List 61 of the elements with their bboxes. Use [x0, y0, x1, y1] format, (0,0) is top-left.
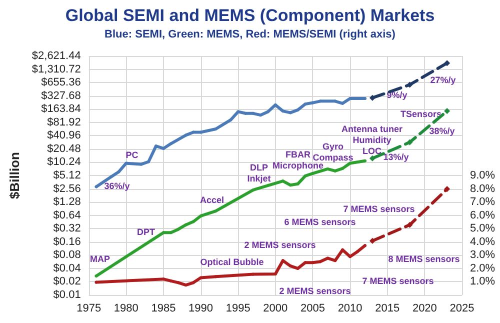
annotation: 27%/y — [430, 75, 456, 85]
annotation: MAP — [90, 254, 110, 264]
x-tick-label: 1980 — [114, 302, 138, 314]
y2-tick-label: 6.0% — [470, 209, 496, 222]
y2-tick-label: 9.0% — [470, 170, 496, 182]
y-tick-label: $0.08 — [53, 249, 81, 262]
chart-title: Global SEMI and MEMS (Component) Markets — [65, 6, 435, 25]
y-tick-label: $0.02 — [53, 276, 81, 288]
annotation: 7 MEMS sensors — [362, 276, 434, 286]
annotation: 7 MEMS sensors — [343, 204, 415, 214]
y-tick-label: $5.12 — [53, 170, 81, 182]
y2-tick-label: 2.0% — [470, 262, 496, 274]
x-tick-label: 1995 — [226, 302, 250, 314]
y-tick-label: $0.32 — [53, 222, 81, 235]
annotation: 38%/y — [429, 126, 455, 136]
y-axis-title: $Billion — [7, 152, 22, 199]
y-tick-label: $1,310.72 — [32, 63, 81, 76]
x-tick-label: 2015 — [375, 302, 400, 314]
annotation: 2 MEMS sensors — [244, 240, 316, 250]
x-tick-label: 1985 — [151, 302, 176, 314]
y-tick-label: $163.84 — [41, 103, 81, 116]
y-tick-label: $20.48 — [47, 142, 81, 155]
y2-tick-label: 3.0% — [470, 249, 496, 262]
y-tick-label: $0.04 — [53, 262, 81, 274]
x-tick-label: 2025 — [450, 302, 474, 314]
annotation: 36%/y — [104, 181, 130, 191]
y2-tick-label: 7.0% — [470, 196, 496, 208]
y-tick-label: $2.56 — [53, 182, 81, 195]
y-tick-label: $0.01 — [53, 289, 81, 301]
y-tick-label: $655.36 — [41, 76, 81, 89]
x-tick-label: 1990 — [188, 302, 214, 314]
chart-subtitle: Blue: SEMI, Green: MEMS, Red: MEMS/SEMI (right axis) — [104, 28, 396, 40]
y-tick-label: $327.68 — [41, 90, 81, 102]
x-tick-label: 2000 — [263, 302, 288, 314]
y2-tick-label: 8.0% — [470, 182, 496, 195]
annotation: 2 MEMS sensors — [279, 286, 351, 296]
y-tick-label: $0.16 — [53, 236, 81, 248]
x-tick-label: 1975 — [76, 302, 102, 314]
x-tick-label: 2020 — [412, 302, 437, 314]
y2-tick-label: 5.0% — [470, 222, 496, 235]
annotation: Optical Bubble — [200, 257, 264, 267]
annotation: TSensors — [400, 109, 442, 119]
annotation: Accel — [200, 195, 224, 205]
x-tick-label: 2010 — [338, 302, 362, 314]
y-tick-label: $40.96 — [47, 130, 81, 142]
y-tick-label: $2,621.44 — [32, 50, 81, 62]
y-tick-label: $0.64 — [53, 209, 81, 222]
annotation: 8 MEMS sensors — [388, 254, 460, 264]
annotation: Gyro Compass — [312, 142, 354, 162]
annotation: 9%/y — [386, 90, 408, 100]
annotation: 13%/y — [383, 152, 409, 162]
annotation: PC — [126, 150, 139, 160]
y-tick-label: $1.28 — [53, 196, 81, 208]
x-tick-label: 2005 — [300, 302, 325, 314]
y-tick-label: $10.24 — [47, 156, 81, 168]
annotation: DPT — [137, 227, 156, 237]
y-tick-label: $81.92 — [47, 116, 81, 128]
y2-tick-label: 1.0% — [470, 276, 496, 288]
y2-tick-label: 4.0% — [470, 236, 496, 248]
annotation: 6 MEMS sensors — [284, 217, 356, 227]
annotation: DLP Inkjet — [247, 162, 271, 184]
